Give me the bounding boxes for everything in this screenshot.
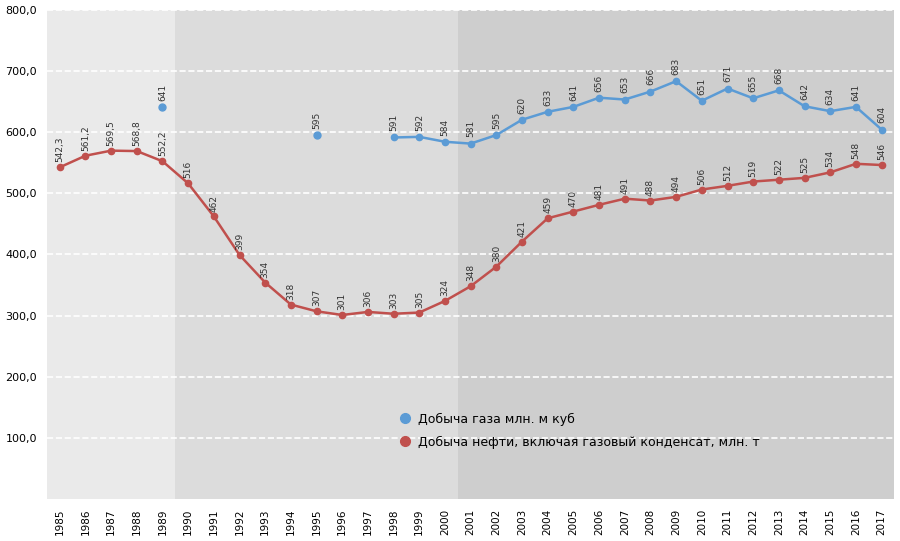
Text: 641: 641: [569, 84, 578, 101]
Text: 481: 481: [595, 183, 604, 200]
Text: 546: 546: [878, 143, 886, 160]
Legend: Добыча газа млн. м куб, Добыча нефти, включая газовый конденсат, млн. т: Добыча газа млн. м куб, Добыча нефти, вк…: [397, 407, 765, 454]
Text: 380: 380: [492, 245, 501, 262]
Text: 324: 324: [440, 279, 449, 296]
Text: 592: 592: [415, 114, 424, 131]
Text: 494: 494: [671, 175, 680, 192]
Text: 301: 301: [338, 293, 346, 310]
Text: 399: 399: [235, 233, 244, 250]
Text: 552,2: 552,2: [158, 131, 167, 156]
Text: 307: 307: [312, 289, 321, 306]
Bar: [176, 10, 458, 499]
Text: 671: 671: [723, 65, 732, 82]
Text: 633: 633: [544, 88, 553, 105]
Text: 491: 491: [620, 177, 629, 194]
Text: 666: 666: [646, 68, 655, 85]
Text: 303: 303: [389, 292, 398, 309]
Text: 519: 519: [749, 160, 758, 177]
Text: 548: 548: [851, 142, 860, 159]
Text: 534: 534: [825, 150, 834, 168]
Text: 595: 595: [312, 111, 321, 129]
Text: 462: 462: [210, 195, 219, 212]
Text: 620: 620: [518, 96, 526, 114]
Text: 542,3: 542,3: [55, 137, 64, 162]
Text: 506: 506: [698, 167, 706, 184]
Text: 305: 305: [415, 291, 424, 308]
Text: 516: 516: [184, 161, 193, 179]
Text: 581: 581: [466, 120, 475, 137]
Text: 470: 470: [569, 189, 578, 207]
Text: 348: 348: [466, 264, 475, 281]
Bar: [458, 10, 895, 499]
Text: 522: 522: [774, 158, 783, 175]
Text: 591: 591: [389, 114, 398, 131]
Text: 459: 459: [544, 196, 553, 213]
Text: 653: 653: [620, 76, 629, 94]
Text: 642: 642: [800, 83, 809, 100]
Text: 584: 584: [440, 118, 449, 136]
Text: 561,2: 561,2: [81, 125, 90, 151]
Text: 488: 488: [646, 179, 655, 196]
Text: 354: 354: [261, 261, 270, 278]
Text: 569,5: 569,5: [106, 120, 115, 146]
Text: 568,8: 568,8: [132, 121, 141, 146]
Text: 318: 318: [286, 282, 295, 300]
Text: 656: 656: [595, 74, 604, 91]
Bar: [47, 10, 176, 499]
Text: 525: 525: [800, 156, 809, 173]
Text: 512: 512: [723, 164, 732, 181]
Text: 306: 306: [364, 290, 373, 307]
Text: 421: 421: [518, 220, 526, 236]
Text: 604: 604: [878, 106, 886, 123]
Text: 668: 668: [774, 67, 783, 84]
Text: 595: 595: [492, 111, 501, 129]
Text: 641: 641: [158, 84, 167, 101]
Text: 683: 683: [671, 58, 680, 75]
Text: 641: 641: [851, 84, 860, 101]
Text: 655: 655: [749, 75, 758, 92]
Text: 651: 651: [698, 77, 706, 95]
Text: 634: 634: [825, 88, 834, 105]
